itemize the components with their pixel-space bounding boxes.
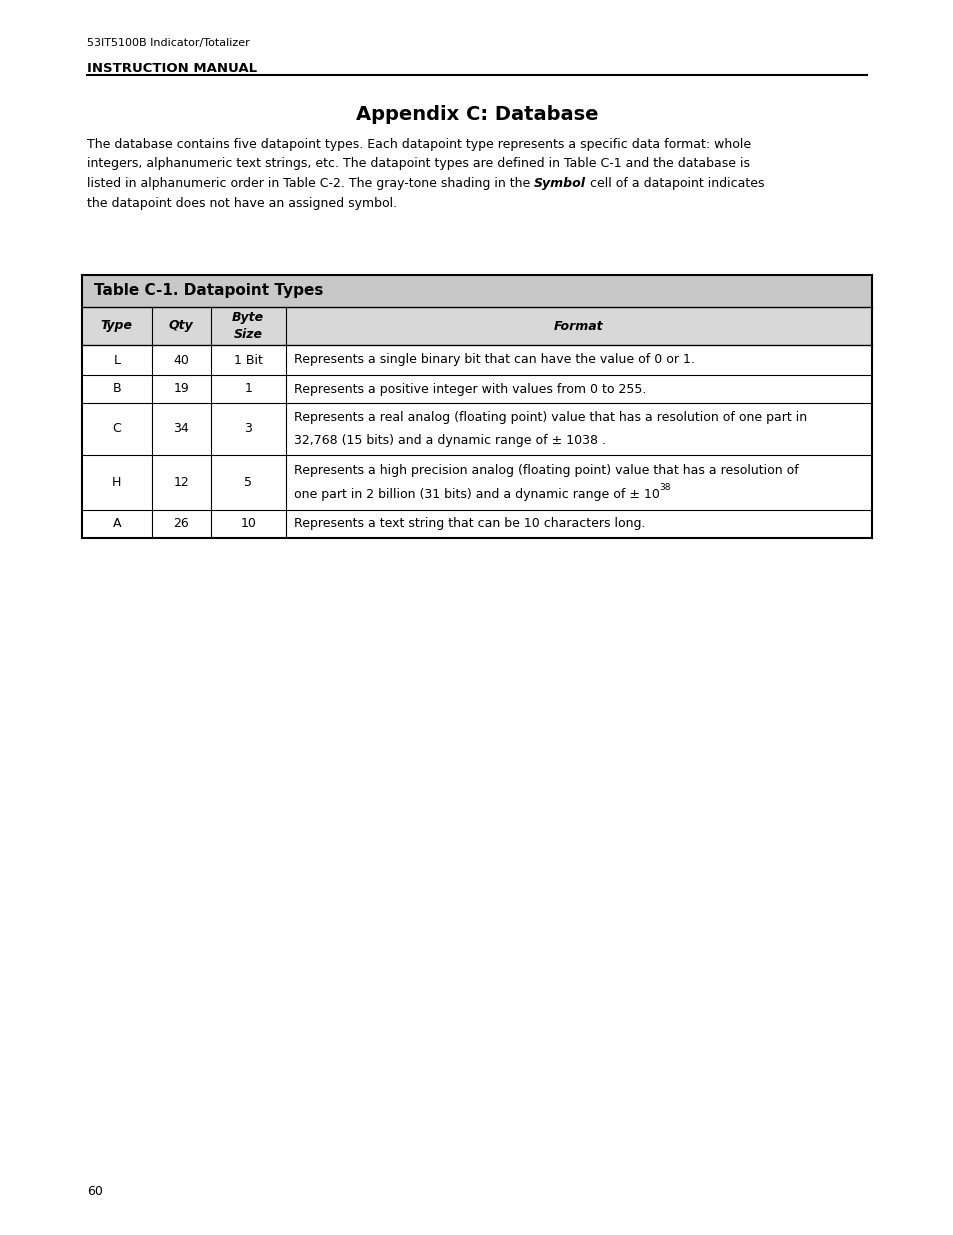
Text: Qty: Qty (169, 320, 193, 332)
Text: Represents a single binary bit that can have the value of 0 or 1.: Represents a single binary bit that can … (294, 353, 694, 367)
Text: one part in 2 billion (31 bits) and a dynamic range of ± 10: one part in 2 billion (31 bits) and a dy… (294, 488, 659, 501)
Text: H: H (112, 475, 121, 489)
Bar (82, 308, 871, 345)
Text: 10: 10 (240, 517, 256, 531)
Text: listed in alphanumeric order in Table C-2. The gray-tone shading in the: listed in alphanumeric order in Table C-… (87, 177, 534, 190)
Text: 1 Bit: 1 Bit (233, 353, 262, 367)
Text: the datapoint does not have an assigned symbol.: the datapoint does not have an assigned … (87, 196, 396, 210)
Text: Appendix C: Database: Appendix C: Database (355, 105, 598, 124)
Text: 3: 3 (244, 422, 252, 436)
Text: 12: 12 (173, 475, 189, 489)
Text: Type: Type (101, 320, 132, 332)
Text: A: A (112, 517, 121, 531)
Text: Represents a text string that can be 10 characters long.: Represents a text string that can be 10 … (294, 517, 644, 531)
Text: Table C-1. Datapoint Types: Table C-1. Datapoint Types (94, 284, 323, 299)
Text: The database contains five datapoint types. Each datapoint type represents a spe: The database contains five datapoint typ… (87, 138, 750, 151)
Text: 32,768 (15 bits) and a dynamic range of ± 1038 .: 32,768 (15 bits) and a dynamic range of … (294, 433, 605, 447)
Text: 53IT5100B Indicator/Totalizer: 53IT5100B Indicator/Totalizer (87, 38, 250, 48)
Text: 40: 40 (173, 353, 189, 367)
Text: INSTRUCTION MANUAL: INSTRUCTION MANUAL (87, 62, 257, 75)
Text: Symbol: Symbol (534, 177, 586, 190)
Text: cell of a datapoint indicates: cell of a datapoint indicates (586, 177, 764, 190)
Text: integers, alphanumeric text strings, etc. The datapoint types are defined in Tab: integers, alphanumeric text strings, etc… (87, 158, 749, 170)
Text: 5: 5 (244, 475, 252, 489)
Text: L: L (113, 353, 120, 367)
Text: 34: 34 (173, 422, 189, 436)
Bar (82, 275, 871, 308)
Text: Format: Format (554, 320, 603, 332)
Text: 26: 26 (173, 517, 189, 531)
Text: C: C (112, 422, 121, 436)
Text: Byte
Size: Byte Size (232, 311, 264, 341)
Text: Represents a high precision analog (floating point) value that has a resolution : Represents a high precision analog (floa… (294, 464, 798, 477)
Text: 38: 38 (659, 483, 671, 493)
Text: Represents a positive integer with values from 0 to 255.: Represents a positive integer with value… (294, 383, 645, 395)
Text: 1: 1 (244, 383, 252, 395)
Text: 60: 60 (87, 1186, 103, 1198)
Text: B: B (112, 383, 121, 395)
Text: Represents a real analog (floating point) value that has a resolution of one par: Represents a real analog (floating point… (294, 411, 806, 424)
Text: 19: 19 (173, 383, 189, 395)
